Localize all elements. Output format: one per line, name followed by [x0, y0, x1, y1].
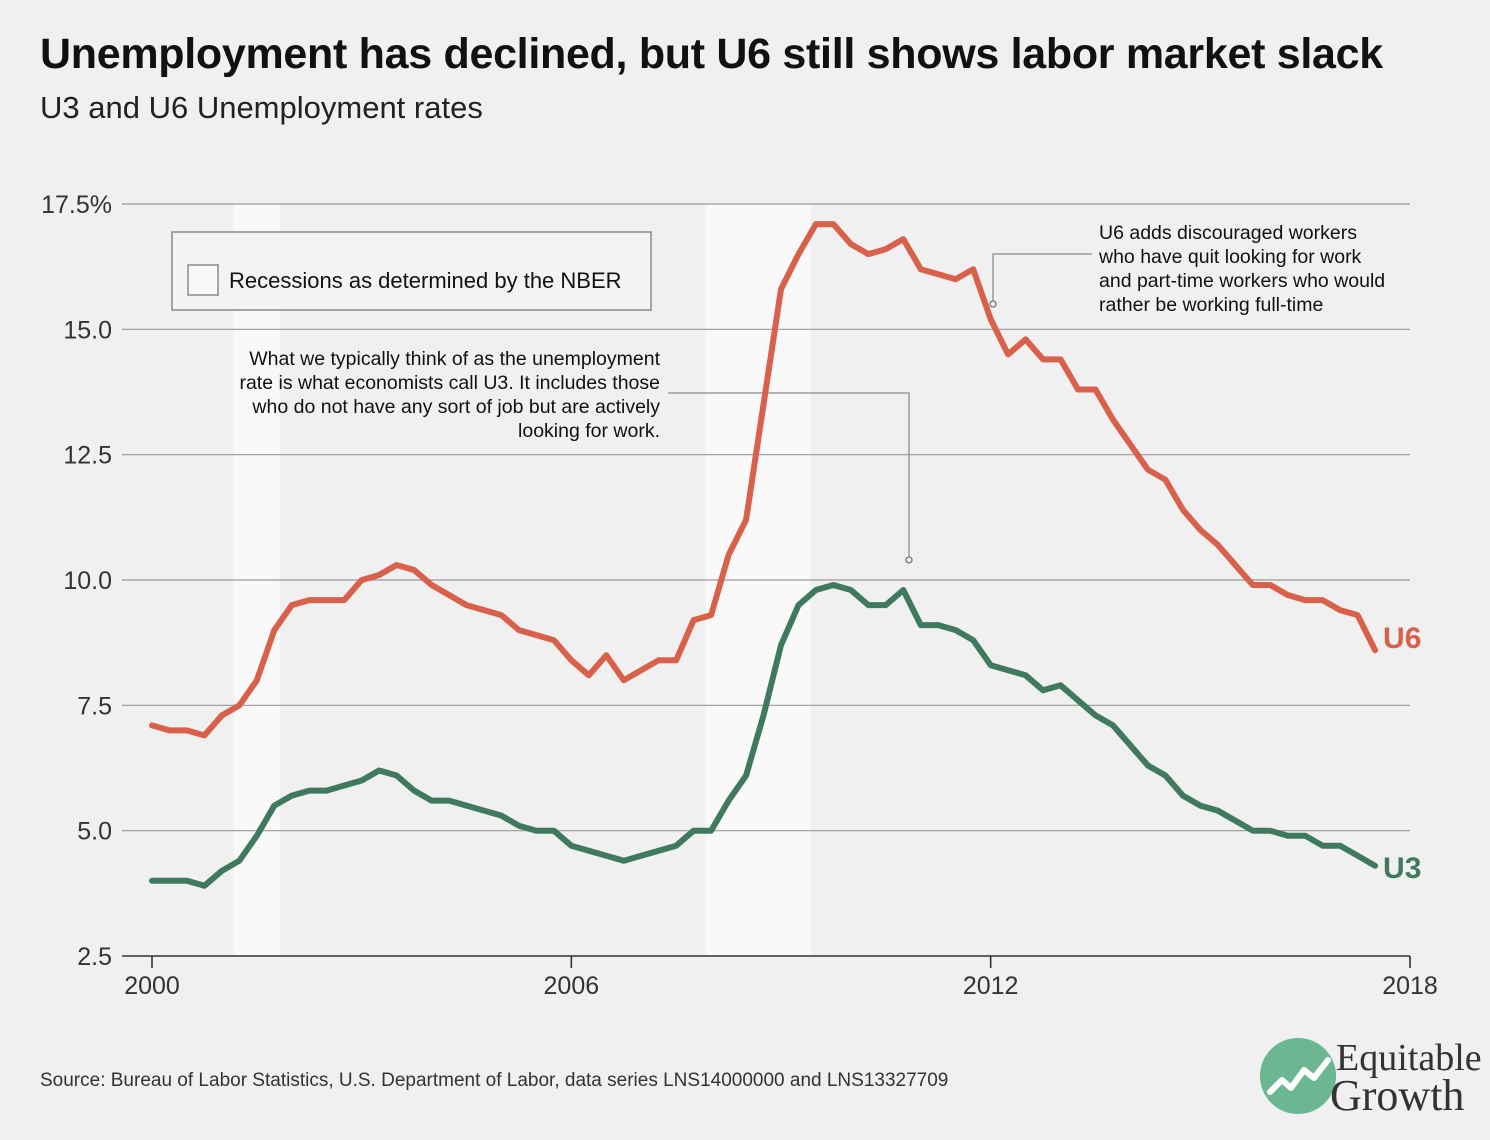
y-tick-label: 12.5 [63, 442, 112, 470]
u6-note-leader [992, 253, 1092, 302]
u3-series-line [149, 582, 1379, 889]
u6-series-label: U6 [1383, 622, 1421, 655]
u3-note-line: looking for work. [518, 420, 660, 442]
legend-swatch-recession [187, 264, 219, 296]
y-tick-label: 10.0 [63, 567, 112, 595]
x-tick-label: 2012 [963, 972, 1019, 1000]
u3-annotation: What we typically think of as the unempl… [239, 348, 660, 442]
u6-note-line: and part-time workers who would [1099, 270, 1385, 292]
series: U6 U3 [149, 221, 1421, 889]
u3-note-line: who do not have any sort of job but are … [251, 396, 660, 418]
u3-note-line: rate is what economists call U3. It incl… [239, 372, 660, 394]
legend-label-recession: Recessions as determined by the NBER [229, 268, 622, 293]
x-axis: 2000 2006 2012 2018 [124, 956, 1438, 1000]
legend: Recessions as determined by the NBER [171, 231, 652, 311]
logo-text-line2: Growth [1330, 1071, 1465, 1120]
u3-note-leader [668, 392, 910, 558]
u6-note-line: who have quit looking for work [1098, 246, 1362, 268]
x-tick-label: 2018 [1382, 972, 1438, 1000]
source-note: Source: Bureau of Labor Statistics, U.S.… [40, 1070, 949, 1091]
y-tick-label: 17.5% [41, 191, 112, 219]
line-chart: 2000 2006 2012 2018 17.5% 15.0 12.5 10.0 7.5 5.0… [41, 191, 1438, 1000]
u3-series-label: U3 [1383, 852, 1421, 885]
x-tick-label: 2006 [544, 972, 600, 1000]
u6-note-marker [989, 300, 997, 308]
u6-annotation: U6 adds discouraged workers who have qui… [1098, 222, 1385, 316]
u6-note-line: U6 adds discouraged workers [1099, 222, 1357, 244]
chart-subtitle: U3 and U6 Unemployment rates [40, 90, 483, 125]
y-tick-label: 5.0 [77, 818, 112, 846]
y-tick-label: 2.5 [77, 943, 112, 971]
x-tick-label: 2000 [124, 972, 180, 1000]
u3-note-marker [905, 556, 913, 564]
u6-note-line: rather be working full-time [1099, 294, 1323, 316]
equitable-growth-logo [1260, 1038, 1336, 1114]
y-tick-label: 7.5 [77, 692, 112, 720]
y-axis: 17.5% 15.0 12.5 10.0 7.5 5.0 2.5 [41, 191, 112, 971]
u3-note-line: What we typically think of as the unempl… [249, 348, 660, 370]
u6-series-line [149, 221, 1379, 739]
chart-title: Unemployment has declined, but U6 still … [40, 30, 1383, 78]
y-tick-label: 15.0 [63, 316, 112, 344]
logo-text-line1: Equitable [1336, 1037, 1482, 1079]
